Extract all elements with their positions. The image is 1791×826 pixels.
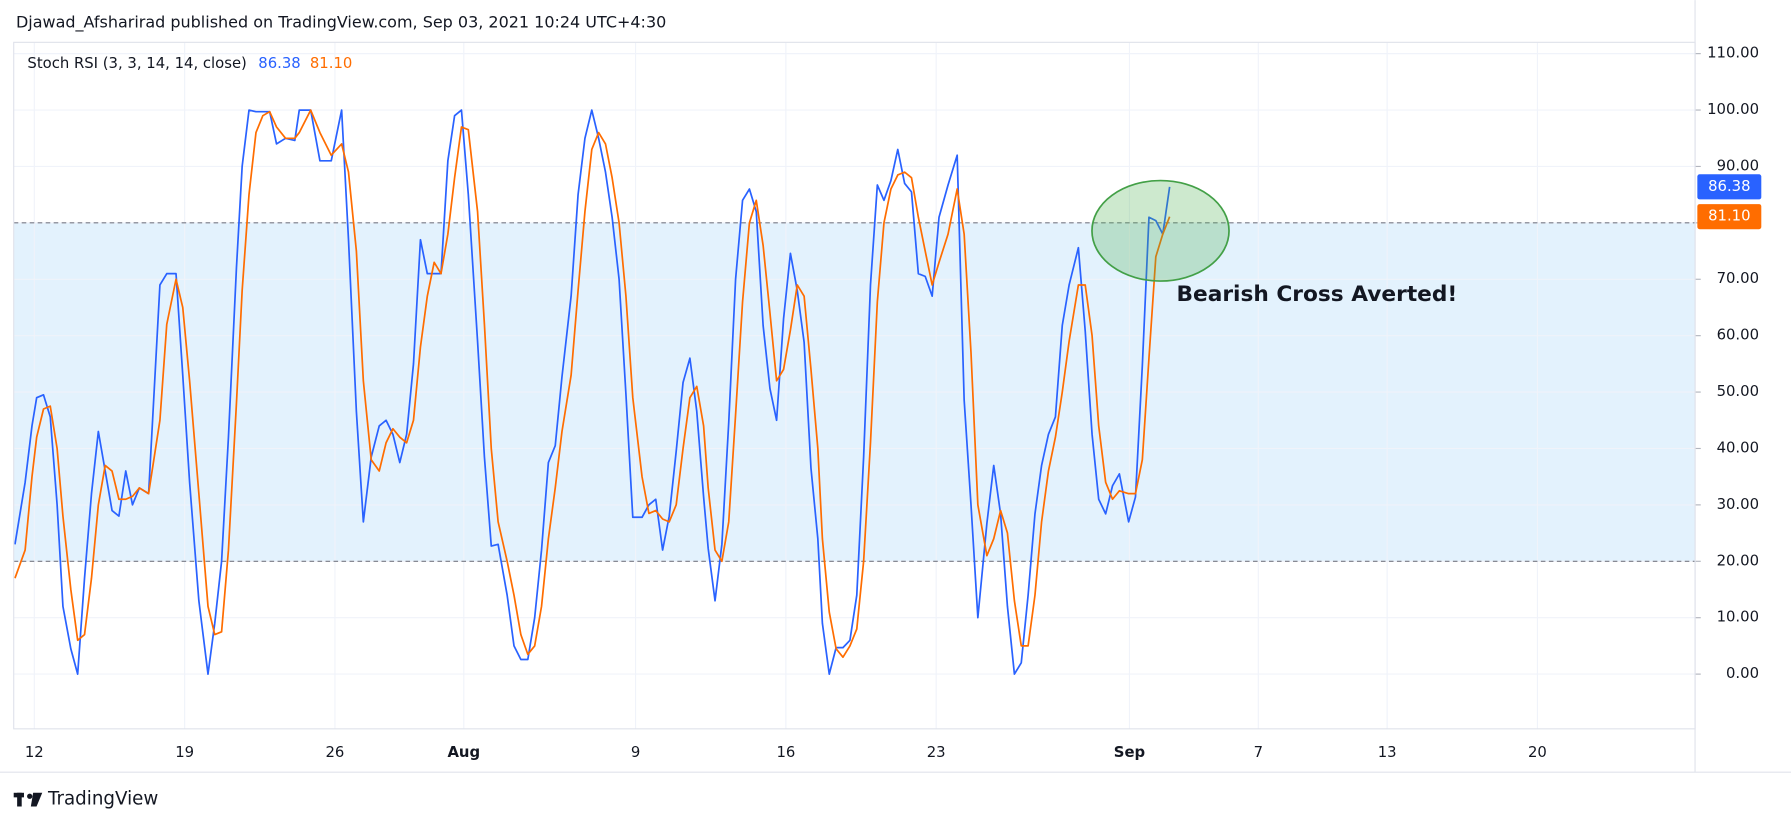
brand-name: TradingView [47, 789, 158, 810]
y-tick-label: 30.00 [1717, 496, 1759, 513]
y-tick-label: 40.00 [1717, 439, 1759, 456]
annotation: Bearish Cross Averted! [1176, 282, 1457, 307]
x-tick-label: 26 [326, 744, 345, 761]
x-tick-label: Sep [1114, 744, 1145, 761]
x-tick-label: 7 [1254, 744, 1263, 761]
highlight-ellipse [1091, 179, 1230, 282]
plot-area [13, 42, 1696, 729]
brand-logo [13, 792, 43, 807]
y-tick-label: 110.00 [1707, 45, 1759, 62]
chart-title: Djawad_Afsharirad published on TradingVi… [16, 12, 666, 32]
price-tag [1697, 174, 1762, 200]
x-tick-label: 20 [1528, 744, 1547, 761]
price-tag [1697, 204, 1762, 230]
y-tick-label: 100.00 [1707, 101, 1759, 118]
legend-value: 86.38 [258, 55, 300, 72]
y-tick-label: 90.00 [1717, 157, 1759, 174]
price-tag-label: 81.10 [1708, 208, 1750, 225]
y-tick-label: 70.00 [1717, 270, 1759, 287]
y-tick-label: 60.00 [1717, 327, 1759, 344]
series-line [14, 109, 1171, 659]
y-tick-label: 0.00 [1726, 665, 1759, 682]
x-tick-label: 9 [631, 744, 640, 761]
x-tick-label: Aug [447, 744, 480, 761]
legend-title: Stoch RSI (3, 3, 14, 14, close) [27, 55, 246, 72]
legend-value: 81.10 [310, 55, 352, 72]
x-tick-label: 23 [927, 744, 946, 761]
x-tick-label: 12 [25, 744, 44, 761]
x-tick-label: 16 [776, 744, 795, 761]
y-tick-label: 10.00 [1717, 609, 1759, 626]
x-tick-label: 19 [175, 744, 194, 761]
y-tick-label: 50.00 [1717, 383, 1759, 400]
price-tag-label: 86.38 [1708, 178, 1750, 195]
y-tick-label: 20.00 [1717, 552, 1759, 569]
x-tick-label: 13 [1378, 744, 1397, 761]
